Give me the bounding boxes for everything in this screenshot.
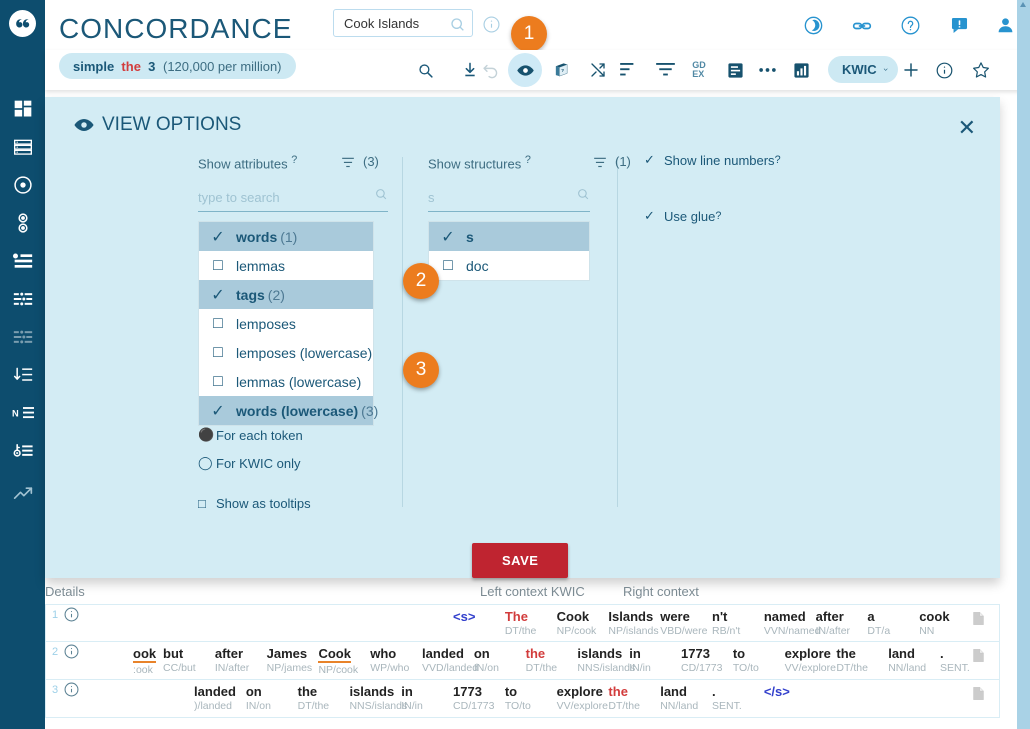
svg-text:?: ? xyxy=(561,67,564,73)
svg-text:N: N xyxy=(12,408,19,418)
